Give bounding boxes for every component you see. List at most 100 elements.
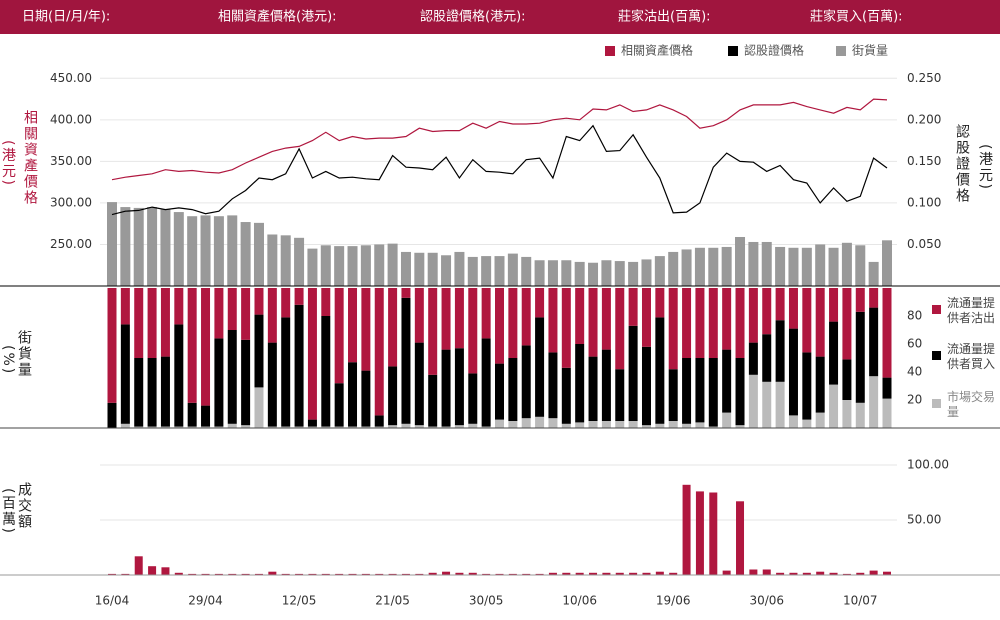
street-bar	[374, 244, 385, 286]
x-tick-label: 19/06	[656, 594, 691, 608]
stack-segment	[882, 288, 892, 378]
stack-segment	[120, 288, 130, 325]
street-bar	[801, 247, 812, 286]
stack-segment	[294, 288, 304, 305]
stack-segment	[521, 345, 531, 419]
price-line	[111, 124, 888, 216]
stack-segment	[615, 369, 625, 421]
y-tick-label: 100.00	[907, 458, 949, 472]
stack-segment	[281, 288, 291, 318]
turnover-bar	[361, 573, 370, 575]
stack-segment	[842, 359, 852, 400]
stack-segment	[641, 288, 651, 347]
y-axis-label: 成交額	[16, 482, 32, 530]
turnover-bar	[401, 573, 410, 575]
stack-segment	[187, 426, 197, 428]
street-bar	[213, 216, 224, 286]
stack-segment	[775, 288, 785, 321]
stack-segment	[294, 426, 304, 428]
stack-segment	[388, 288, 398, 367]
stack-segment	[521, 288, 531, 346]
stack-segment	[254, 314, 264, 388]
header-label: 認股證價格(港元):	[420, 9, 526, 25]
stack-segment	[869, 288, 879, 308]
stack-segment	[788, 328, 798, 416]
street-bar	[521, 256, 532, 286]
turnover-bar	[789, 572, 798, 575]
street-bar	[133, 207, 144, 286]
y-tick-label: 20	[907, 393, 922, 407]
turnover-bar	[308, 573, 317, 575]
street-bar	[641, 259, 652, 286]
stack-segment	[695, 422, 705, 428]
stack-segment	[575, 344, 585, 423]
turnover-bar	[268, 571, 277, 575]
turnover-bar	[602, 572, 611, 575]
stack-segment	[267, 288, 277, 343]
header-label: 莊家買入(百萬):	[810, 9, 903, 25]
stack-segment	[481, 426, 491, 428]
stack-segment	[174, 324, 184, 427]
street-bar	[748, 241, 759, 286]
turnover-bar	[428, 572, 437, 575]
street-bar	[200, 215, 211, 286]
y-tick-label: 300.00	[50, 195, 92, 209]
stack-segment	[588, 288, 598, 357]
stack-segment	[695, 358, 705, 423]
stack-segment	[748, 288, 758, 343]
turnover-bar	[134, 556, 143, 575]
stack-segment	[454, 288, 464, 349]
stack-segment	[468, 423, 478, 428]
turnover-bar	[174, 572, 183, 575]
turnover-bar	[415, 573, 424, 575]
street-bar	[240, 222, 251, 286]
x-tick-label: 10/07	[843, 594, 878, 608]
stack-segment	[321, 426, 331, 428]
street-bar	[668, 251, 679, 286]
turnover-bar	[455, 572, 464, 575]
street-bar	[107, 202, 117, 286]
street-bar	[173, 212, 184, 286]
turnover-bar	[829, 572, 838, 575]
turnover-bar	[214, 573, 223, 575]
street-bar	[882, 240, 892, 286]
stack-segment	[829, 288, 839, 322]
stack-segment	[214, 426, 224, 428]
stack-segment	[241, 288, 251, 340]
street-bar	[761, 241, 772, 286]
stack-segment	[615, 288, 625, 370]
stack-segment	[601, 288, 611, 350]
legend-swatch	[932, 305, 941, 314]
stack-segment	[668, 421, 678, 428]
y-axis-unit: (%)	[0, 345, 16, 376]
stack-segment	[454, 348, 464, 426]
stack-segment	[401, 288, 411, 298]
street-bar	[467, 256, 478, 286]
stack-segment	[735, 288, 745, 358]
stack-segment	[294, 304, 304, 427]
legend-swatch	[836, 46, 846, 56]
stack-segment	[201, 405, 211, 427]
stack-segment	[374, 415, 384, 427]
street-bar	[694, 247, 705, 286]
stack-segment	[508, 358, 518, 421]
stack-segment	[428, 374, 438, 427]
stack-segment	[708, 426, 718, 428]
street-bar	[507, 253, 518, 286]
legend-label: 市場交易量	[947, 390, 996, 419]
stack-segment	[508, 288, 518, 358]
stack-segment	[174, 426, 184, 428]
turnover-bar	[121, 573, 130, 575]
turnover-bar	[589, 572, 598, 575]
y-tick-label: 350.00	[50, 154, 92, 168]
street-bar	[588, 262, 599, 286]
street-bar	[253, 222, 264, 286]
y-axis-unit: (港元)	[0, 140, 16, 187]
stack-segment	[481, 338, 491, 427]
street-bar	[414, 252, 425, 286]
stack-segment	[722, 288, 732, 350]
y-tick-label: 40	[907, 365, 922, 379]
turnover-bar	[802, 572, 811, 575]
turnover-bar	[842, 573, 851, 575]
stack-segment	[561, 367, 571, 424]
